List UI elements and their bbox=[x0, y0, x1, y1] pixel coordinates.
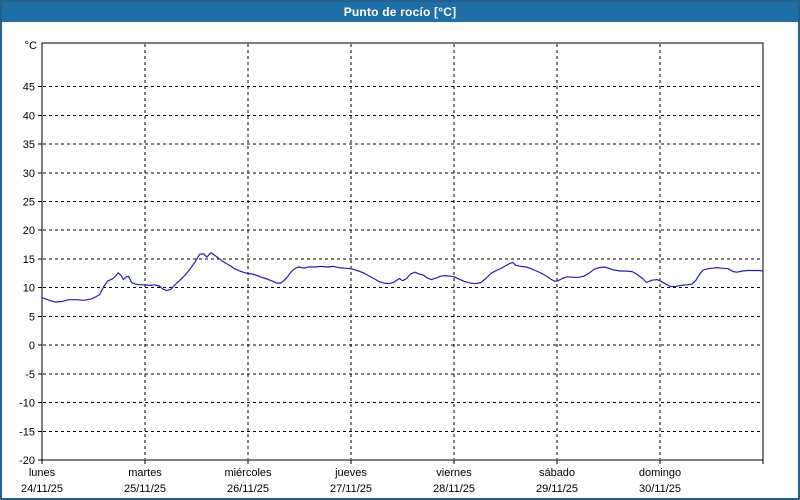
y-tick-label: -20 bbox=[19, 455, 35, 467]
y-tick-label: 30 bbox=[23, 168, 35, 180]
y-tick-label: 5 bbox=[29, 311, 35, 323]
x-day-label: jueves bbox=[334, 467, 367, 479]
y-tick-label: 40 bbox=[23, 110, 35, 122]
dew-point-line bbox=[41, 252, 764, 303]
x-day-label: viernes bbox=[436, 467, 472, 479]
y-tick-label: 10 bbox=[23, 283, 35, 295]
y-tick-label: -15 bbox=[19, 426, 35, 438]
x-date-label: 27/11/25 bbox=[330, 483, 372, 495]
y-tick-label: 0 bbox=[29, 340, 35, 352]
y-tick-label: -5 bbox=[25, 369, 35, 381]
y-tick-label: 45 bbox=[23, 82, 35, 94]
chart-frame bbox=[41, 42, 764, 461]
y-tick-label: -10 bbox=[19, 398, 35, 410]
y-tick-label: 35 bbox=[23, 139, 35, 151]
x-date-label: 25/11/25 bbox=[124, 483, 166, 495]
dew-point-chart: 45 40 35 30 25 20 15 10 5 0 -5 -10 -15 -20 °C lunes 24/1… bbox=[19, 40, 764, 495]
chart-title-bar: Punto de rocío [°C] bbox=[2, 2, 798, 22]
y-tick-label: 20 bbox=[23, 225, 35, 237]
x-day-label: lunes bbox=[29, 467, 56, 479]
x-date-label: 26/11/25 bbox=[227, 483, 269, 495]
y-tick-label: 15 bbox=[23, 254, 35, 266]
y-tick-label: 25 bbox=[23, 197, 35, 209]
x-day-label: martes bbox=[128, 467, 162, 479]
x-date-label: 29/11/25 bbox=[536, 483, 578, 495]
x-day-label: miércoles bbox=[224, 467, 272, 479]
x-date-label: 30/11/25 bbox=[639, 483, 681, 495]
x-day-label: domingo bbox=[639, 467, 681, 479]
x-date-label: 24/11/25 bbox=[21, 483, 63, 495]
y-axis-unit-label: °C bbox=[25, 40, 37, 52]
x-date-label: 28/11/25 bbox=[433, 483, 475, 495]
x-day-label: sábado bbox=[539, 467, 575, 479]
